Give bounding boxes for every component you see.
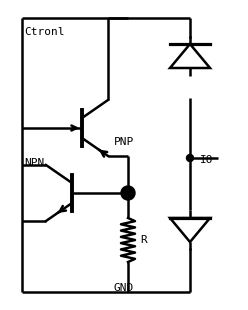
Text: IO: IO	[200, 155, 214, 165]
Text: NPN: NPN	[24, 158, 44, 168]
Text: Ctronl: Ctronl	[24, 27, 64, 37]
Text: R: R	[140, 235, 147, 245]
Circle shape	[121, 186, 135, 200]
Text: GND: GND	[114, 283, 134, 293]
Circle shape	[186, 154, 193, 162]
Text: PNP: PNP	[114, 137, 134, 147]
